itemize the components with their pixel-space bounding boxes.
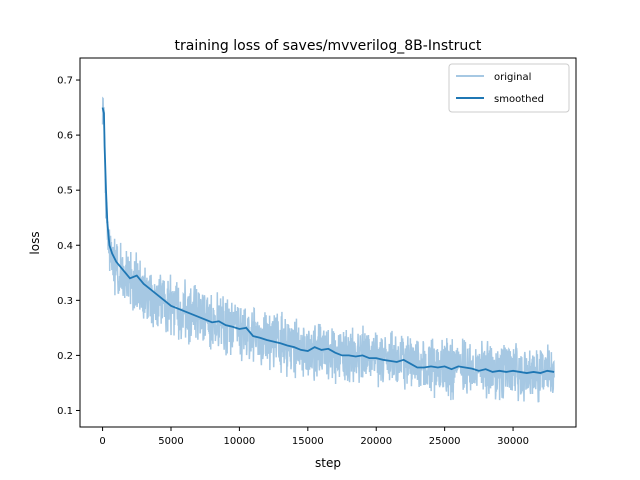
y-tick-label: 0.5 [57,186,73,197]
x-tick-label: 20000 [360,436,392,447]
series-smoothed-line [101,107,555,374]
y-tick-label: 0.2 [57,351,73,362]
x-axis-label: step [315,456,341,470]
x-tick-label: 5000 [158,436,183,447]
x-tick-label: 15000 [292,436,324,447]
legend: original smoothed [448,63,570,113]
legend-label-original: original [494,72,531,83]
x-tick-label: 30000 [497,436,529,447]
y-tick-label: 0.7 [57,76,73,87]
series-layer [101,96,555,403]
x-tick-label: 25000 [429,436,461,447]
y-tick-label: 0.4 [57,241,73,252]
y-tick-label: 0.1 [57,406,73,417]
axes-frame [79,57,577,428]
y-tick-label: 0.6 [57,131,73,142]
series-original-line [101,96,555,403]
x-tick-label: 10000 [223,436,255,447]
x-axis: 0 5000 10000 15000 20000 25000 30000 [99,427,529,447]
y-axis-label: loss [28,231,42,254]
legend-label-smoothed: smoothed [494,94,544,105]
x-tick-label: 0 [99,436,105,447]
y-axis: 0.1 0.2 0.3 0.4 0.5 0.6 0.7 [57,76,80,417]
chart-title: training loss of saves/mvverilog_8B-Inst… [175,38,482,54]
y-tick-label: 0.3 [57,296,73,307]
